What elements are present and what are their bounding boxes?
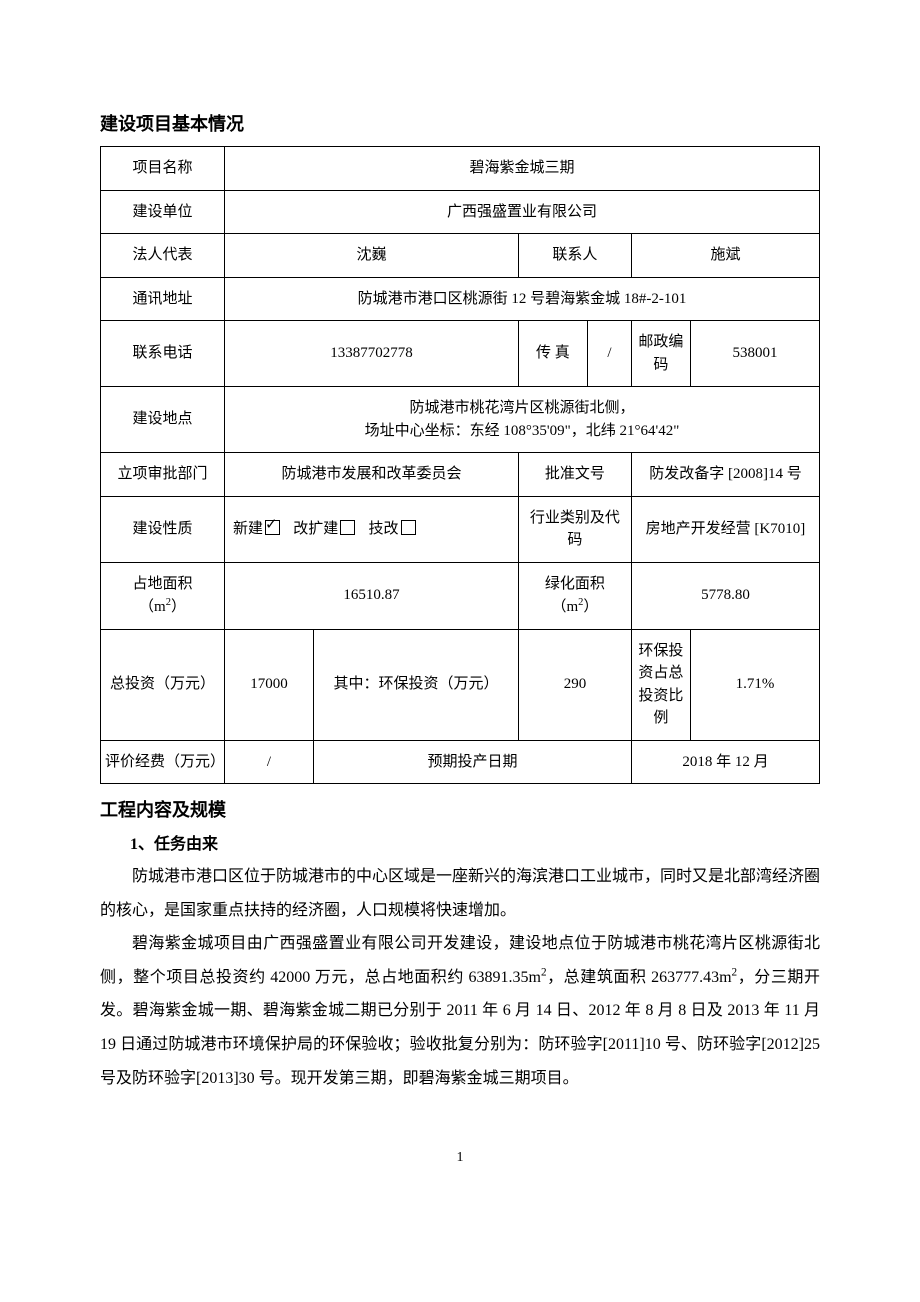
value-nature: 新建 改扩建 技改 [225, 496, 519, 562]
table-row: 联系电话 13387702778 传 真 / 邮政编码 538001 [101, 321, 820, 387]
value-project-name: 碧海紫金城三期 [225, 147, 820, 191]
table-row: 通讯地址 防城港市港口区桃源街 12 号碧海紫金城 18#-2-101 [101, 277, 820, 321]
page-number: 1 [100, 1150, 820, 1166]
label-green-area: 绿化面积（m2） [518, 562, 631, 629]
body-text: 防城港市港口区位于防城港市的中心区域是一座新兴的海滨港口工业城市，同时又是北部湾… [100, 860, 820, 1095]
label-contact-person: 联系人 [518, 234, 631, 278]
value-green-area: 5778.80 [631, 562, 819, 629]
value-phone: 13387702778 [225, 321, 519, 387]
label-address: 通讯地址 [101, 277, 225, 321]
value-eval-fee: / [225, 740, 314, 784]
label-build-unit: 建设单位 [101, 190, 225, 234]
value-total-invest: 17000 [225, 629, 314, 740]
table-row: 立项审批部门 防城港市发展和改革委员会 批准文号 防发改备字 [2008]14 … [101, 453, 820, 497]
label-eval-fee: 评价经费（万元） [101, 740, 225, 784]
heading-scope: 工程内容及规模 [100, 796, 820, 822]
location-line2: 场址中心坐标：东经 108°35'09"，北纬 21°64'42" [365, 423, 680, 439]
table-row: 建设单位 广西强盛置业有限公司 [101, 190, 820, 234]
label-industry: 行业类别及代码 [518, 496, 631, 562]
table-row: 法人代表 沈巍 联系人 施斌 [101, 234, 820, 278]
label-total-invest: 总投资（万元） [101, 629, 225, 740]
checkbox-new-icon [265, 520, 280, 535]
label-land-area: 占地面积（m2） [101, 562, 225, 629]
paragraph-1: 防城港市港口区位于防城港市的中心区域是一座新兴的海滨港口工业城市，同时又是北部湾… [100, 860, 820, 927]
subhead-task-origin: 1、任务由来 [130, 830, 820, 854]
value-land-area: 16510.87 [225, 562, 519, 629]
label-project-name: 项目名称 [101, 147, 225, 191]
label-fax: 传 真 [518, 321, 587, 387]
table-row: 总投资（万元） 17000 其中：环保投资（万元） 290 环保投资占总投资比例… [101, 629, 820, 740]
nature-new-label: 新建 [233, 521, 263, 537]
info-table: 项目名称 碧海紫金城三期 建设单位 广西强盛置业有限公司 法人代表 沈巍 联系人… [100, 146, 820, 784]
checkbox-tech-icon [401, 520, 416, 535]
value-expect-date: 2018 年 12 月 [631, 740, 819, 784]
table-row: 项目名称 碧海紫金城三期 [101, 147, 820, 191]
value-env-invest: 290 [518, 629, 631, 740]
value-fax: / [587, 321, 631, 387]
value-location: 防城港市桃花湾片区桃源街北侧， 场址中心坐标：东经 108°35'09"，北纬 … [225, 387, 820, 453]
value-address: 防城港市港口区桃源街 12 号碧海紫金城 18#-2-101 [225, 277, 820, 321]
label-nature: 建设性质 [101, 496, 225, 562]
label-env-invest: 其中：环保投资（万元） [314, 629, 519, 740]
label-approval-dept: 立项审批部门 [101, 453, 225, 497]
label-env-ratio: 环保投资占总投资比例 [631, 629, 690, 740]
nature-expand-label: 改扩建 [293, 521, 338, 537]
paragraph-2: 碧海紫金城项目由广西强盛置业有限公司开发建设，建设地点位于防城港市桃花湾片区桃源… [100, 927, 820, 1095]
value-env-ratio: 1.71% [690, 629, 819, 740]
label-location: 建设地点 [101, 387, 225, 453]
checkbox-expand-icon [340, 520, 355, 535]
value-contact-person: 施斌 [631, 234, 819, 278]
label-expect-date: 预期投产日期 [314, 740, 632, 784]
value-legal-rep: 沈巍 [225, 234, 519, 278]
table-row: 占地面积（m2） 16510.87 绿化面积（m2） 5778.80 [101, 562, 820, 629]
value-approval-no: 防发改备字 [2008]14 号 [631, 453, 819, 497]
value-approval-dept: 防城港市发展和改革委员会 [225, 453, 519, 497]
label-approval-no: 批准文号 [518, 453, 631, 497]
value-build-unit: 广西强盛置业有限公司 [225, 190, 820, 234]
value-postcode: 538001 [690, 321, 819, 387]
label-legal-rep: 法人代表 [101, 234, 225, 278]
table-row: 建设性质 新建 改扩建 技改 行业类别及代码 房地产开发经营 [K7010] [101, 496, 820, 562]
nature-tech-label: 技改 [369, 521, 399, 537]
label-phone: 联系电话 [101, 321, 225, 387]
label-postcode: 邮政编码 [631, 321, 690, 387]
location-line1: 防城港市桃花湾片区桃源街北侧， [409, 400, 634, 416]
heading-basic-info: 建设项目基本情况 [100, 110, 820, 136]
table-row: 建设地点 防城港市桃花湾片区桃源街北侧， 场址中心坐标：东经 108°35'09… [101, 387, 820, 453]
value-industry: 房地产开发经营 [K7010] [631, 496, 819, 562]
table-row: 评价经费（万元） / 预期投产日期 2018 年 12 月 [101, 740, 820, 784]
